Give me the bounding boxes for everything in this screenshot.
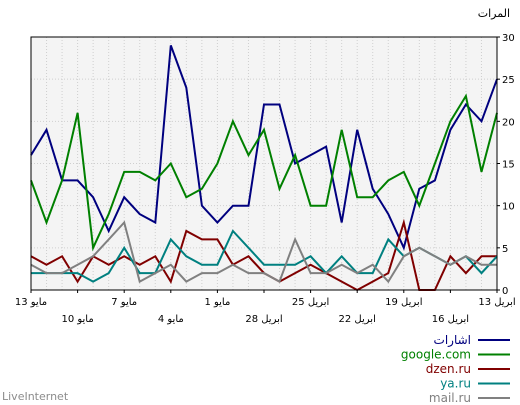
y-axis-label: المرات	[478, 7, 510, 20]
x-tick-label: 7 مايو	[111, 297, 137, 308]
legend-label: اشارات	[434, 333, 471, 348]
y-tick-label: 5	[502, 244, 508, 255]
y-tick-label: 15	[502, 160, 515, 171]
y-tick-label: 10	[502, 202, 515, 213]
legend-label: google.com	[401, 348, 471, 362]
legend-label: mail.ru	[429, 391, 471, 405]
series-line-0	[30, 45, 498, 251]
legend-label: dzen.ru	[426, 362, 471, 376]
x-tick-label: 10 مايو	[61, 314, 93, 325]
x-tick-label: 22 ابريل	[339, 314, 376, 325]
y-tick-label: 25	[502, 75, 515, 86]
series-line-1	[30, 93, 498, 252]
x-tick-label: 13 ابريل	[478, 297, 515, 308]
x-tick-label: 13 مايو	[15, 297, 47, 308]
y-axis: 0 5 10 15 20 25 30	[497, 33, 515, 297]
y-tick-label: 0	[502, 286, 508, 297]
x-tick-label: 16 ابريل	[432, 314, 469, 325]
legend-label: ya.ru	[440, 377, 471, 391]
credit-label: LiveInternet	[2, 390, 69, 403]
y-tick-label: 30	[502, 33, 515, 44]
x-axis: 13 ابريل 16 ابريل 19 ابريل 22 ابريل 25 ابريل…	[15, 290, 516, 325]
x-tick-label: 4 مايو	[158, 314, 184, 325]
x-tick-label: 25 ابريل	[292, 297, 329, 308]
x-tick-label: 19 ابريل	[385, 297, 422, 308]
y-tick-label: 20	[502, 117, 515, 128]
series-layer	[30, 45, 498, 292]
x-tick-label: 1 مايو	[204, 297, 230, 308]
x-tick-label: 28 ابريل	[245, 314, 282, 325]
series-line-4	[30, 220, 497, 284]
